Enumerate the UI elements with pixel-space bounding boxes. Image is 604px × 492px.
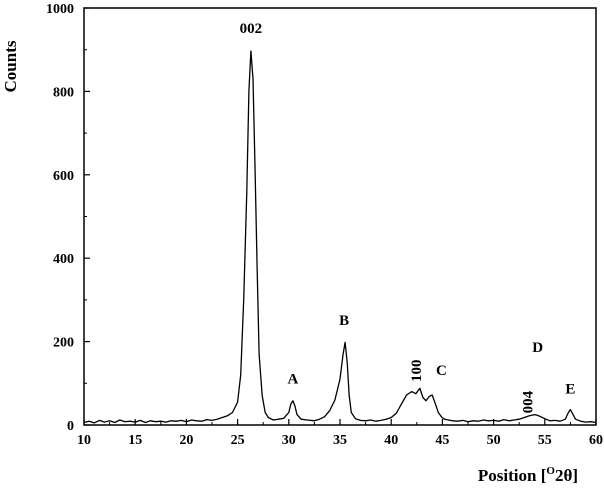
x-tick-label: 40 [384, 433, 398, 448]
y-tick-label: 200 [53, 336, 74, 351]
x-axis-title-prefix: Position [ [478, 466, 547, 485]
x-tick-label: 60 [589, 433, 603, 448]
peak-label: B [339, 313, 349, 329]
x-tick-label: 35 [333, 433, 347, 448]
y-axis-title: Counts [1, 40, 20, 92]
x-tick-label: 50 [487, 433, 501, 448]
x-tick-label: 45 [435, 433, 449, 448]
plot-frame [83, 7, 597, 426]
x-axis-title: Position [O2θ] [478, 465, 578, 485]
x-tick-label: 10 [77, 433, 91, 448]
y-tick-label: 1000 [46, 2, 74, 17]
x-tick-label: 20 [179, 433, 193, 448]
x-tick-label: 25 [231, 433, 245, 448]
peak-label: E [565, 382, 575, 398]
peak-label: 004 [521, 390, 537, 413]
peak-label: 100 [409, 360, 425, 383]
y-tick-label: 400 [53, 252, 74, 267]
x-tick-label: 30 [282, 433, 296, 448]
peak-label: A [287, 371, 298, 387]
peak-label: D [532, 340, 543, 356]
peak-label: 002 [240, 21, 263, 37]
y-tick-label: 600 [53, 169, 74, 184]
x-tick-label: 55 [538, 433, 552, 448]
x-tick-label: 15 [128, 433, 142, 448]
series-line [83, 50, 597, 424]
y-tick-label: 800 [53, 85, 74, 100]
x-axis-title-superscript: O [546, 465, 555, 477]
y-tick-label: 0 [67, 419, 74, 434]
peak-label: C [436, 363, 447, 379]
x-axis-title-suffix: 2θ] [555, 466, 578, 485]
